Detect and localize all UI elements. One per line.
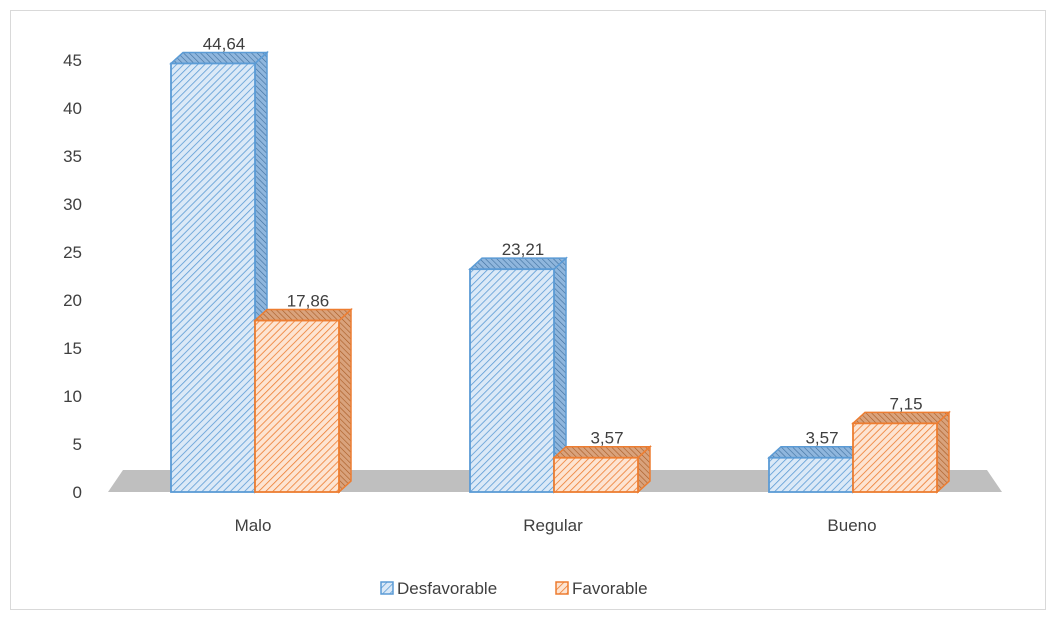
bar-side-face: [936, 410, 950, 494]
legend-label: Desfavorable: [397, 579, 497, 598]
y-tick-label: 40: [63, 99, 82, 118]
bar-top-face: [767, 445, 867, 459]
y-tick-label: 10: [63, 387, 82, 406]
bar-front-face: [553, 456, 639, 493]
bar-top-face: [552, 445, 652, 459]
bar-front-face: [170, 62, 256, 493]
bar-top-face: [253, 308, 353, 322]
bar: [851, 410, 951, 494]
x-tick-label: Regular: [523, 516, 583, 535]
y-tick-label: 25: [63, 243, 82, 262]
data-label: 7,15: [889, 394, 922, 413]
data-label: 17,86: [287, 292, 330, 311]
chart-frame: [10, 10, 1046, 610]
y-tick-label: 30: [63, 195, 82, 214]
bar-top-face: [851, 411, 951, 425]
bar-top-face: [169, 51, 269, 65]
bar: [767, 445, 867, 494]
legend-swatch: [555, 581, 569, 595]
y-tick-label: 20: [63, 291, 82, 310]
bar-top-face: [468, 257, 568, 270]
y-axis: 0 5 10 15 20 25 30 35 40 45: [63, 51, 82, 502]
bar-front-face: [469, 268, 555, 493]
bar-front-face: [768, 456, 854, 493]
x-axis: Malo Regular Bueno: [235, 516, 877, 535]
legend-item: Desfavorable: [380, 579, 497, 598]
bar: [169, 50, 269, 494]
legend-item: Favorable: [555, 579, 648, 598]
bar-front-face: [254, 319, 340, 493]
legend: Desfavorable Favorable: [380, 579, 648, 598]
x-tick-label: Bueno: [827, 516, 876, 535]
data-label: 3,57: [805, 429, 838, 448]
y-tick-label: 15: [63, 339, 82, 358]
y-tick-label: 0: [73, 483, 82, 502]
y-tick-label: 35: [63, 147, 82, 166]
x-tick-label: Malo: [235, 516, 272, 535]
y-tick-label: 45: [63, 51, 82, 70]
legend-label: Favorable: [572, 579, 648, 598]
data-label: 44,64: [203, 34, 246, 53]
bar: [253, 307, 353, 494]
data-label: 3,57: [590, 429, 623, 448]
bar-front-face: [852, 422, 938, 493]
legend-swatch: [380, 581, 394, 595]
bar: [468, 256, 568, 494]
bars-layer: 44,64 17,86 23,21 3,57 3,57 7,15: [169, 34, 951, 494]
bar-side-face: [338, 307, 352, 494]
data-label: 23,21: [502, 240, 545, 259]
y-tick-label: 5: [73, 435, 82, 454]
bar: [552, 445, 652, 494]
